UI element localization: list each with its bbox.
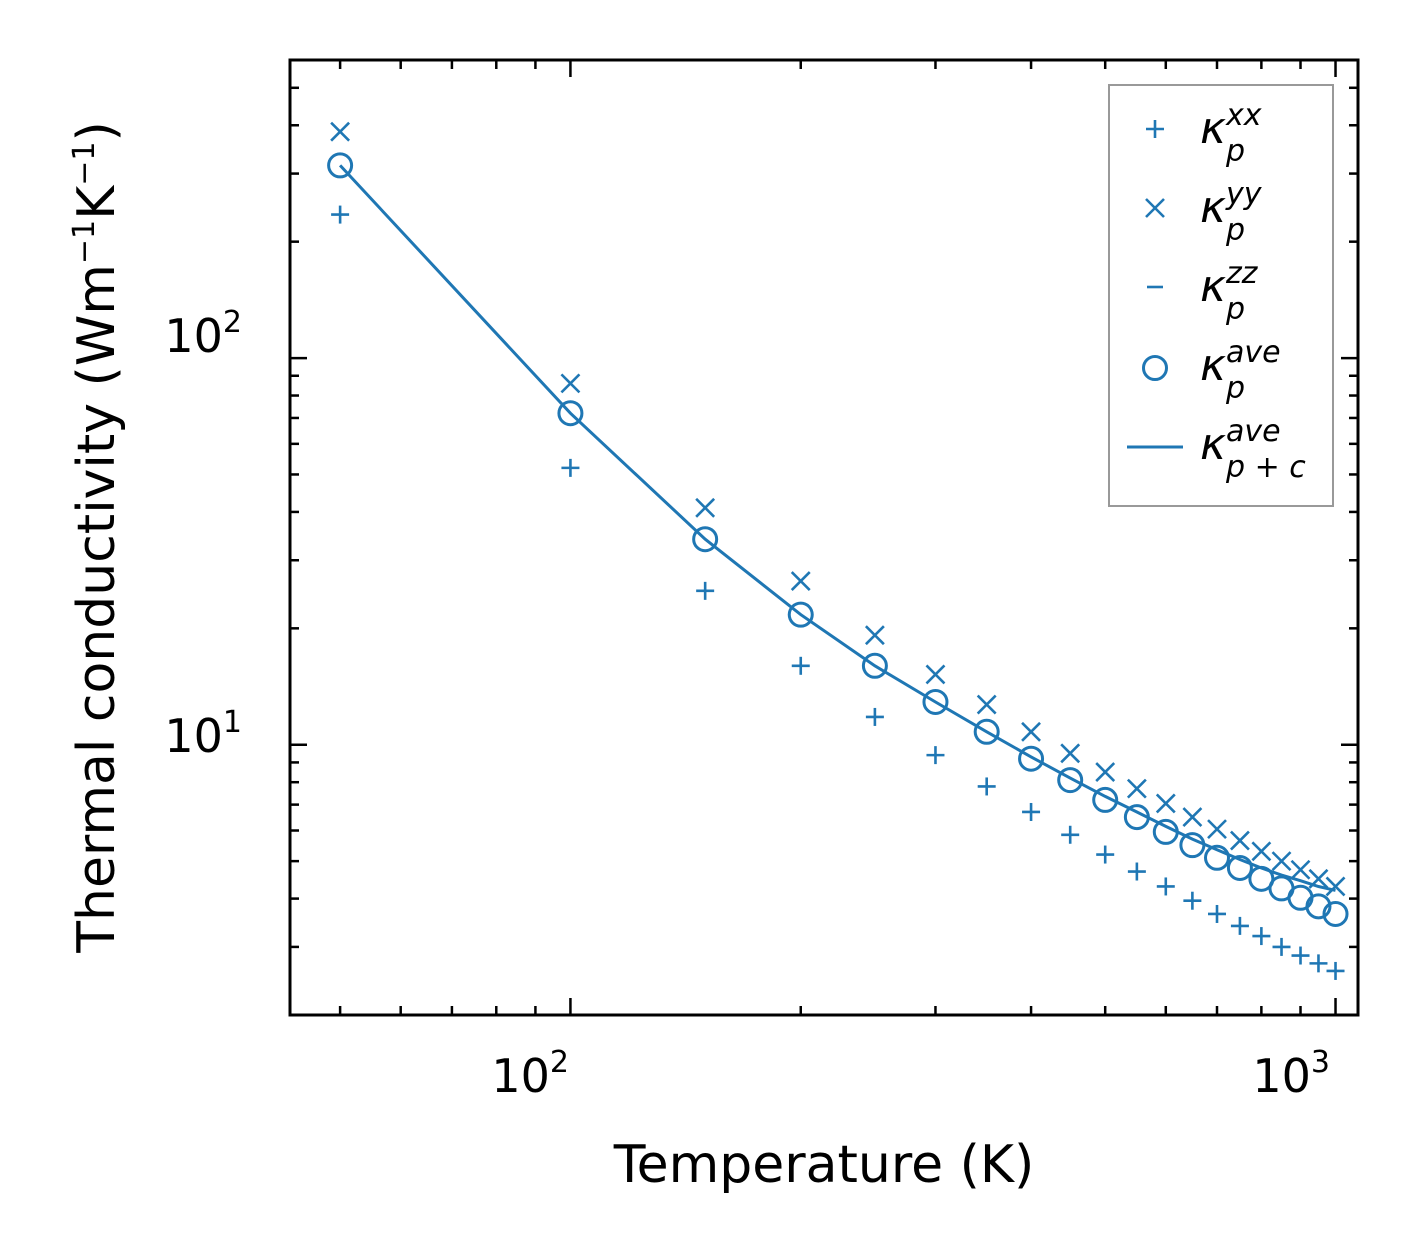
x-tick-label-1000: 103 <box>1252 1045 1330 1103</box>
point-xx-850 <box>1272 937 1291 956</box>
point-xx-550 <box>1127 862 1146 881</box>
point-yy-600 <box>1155 793 1176 814</box>
legend-marker-yy <box>1145 198 1165 218</box>
point-yy-900 <box>1290 859 1311 880</box>
point-ave-100 <box>557 400 584 427</box>
series-ave <box>327 152 1349 927</box>
point-yy-550 <box>1126 778 1147 799</box>
point-xx-950 <box>1309 954 1328 973</box>
series-line-ave_pc <box>339 164 1336 892</box>
point-yy-850 <box>1271 851 1292 872</box>
legend-marker-ave <box>1142 355 1168 381</box>
point-yy-300 <box>925 664 946 685</box>
point-yy-800 <box>1251 841 1272 862</box>
point-xx-650 <box>1183 891 1202 910</box>
point-xx-150 <box>696 581 715 600</box>
tick-labels: 102 103 101 102 <box>164 305 1330 1103</box>
x-tick-label-100: 102 <box>491 1045 569 1103</box>
legend-markers <box>1127 120 1183 449</box>
point-ave-150 <box>692 526 719 553</box>
x-axis-title: Temperature (K) <box>613 1135 1035 1195</box>
point-ave-400 <box>1018 745 1045 772</box>
legend-label-ave: κave p <box>1200 335 1281 406</box>
point-ave-350 <box>973 718 1000 745</box>
point-yy-400 <box>1021 721 1041 742</box>
point-ave-750 <box>1226 854 1253 881</box>
point-ave-200 <box>787 601 814 628</box>
point-ave-450 <box>1057 767 1084 794</box>
legend-label-ave-pc: κave p + c <box>1200 414 1306 485</box>
point-yy-500 <box>1095 762 1116 782</box>
y-tick-label-10: 101 <box>164 705 242 763</box>
point-xx-600 <box>1156 877 1175 896</box>
point-xx-1000 <box>1326 961 1345 980</box>
point-xx-50 <box>331 205 350 224</box>
point-xx-100 <box>561 458 580 477</box>
point-xx-400 <box>1022 802 1041 821</box>
point-yy-50 <box>330 121 351 142</box>
legend-frame <box>1108 84 1334 507</box>
point-yy-650 <box>1182 807 1203 827</box>
point-yy-100 <box>560 373 581 394</box>
point-ave-50 <box>327 152 354 179</box>
series-xx <box>331 205 1345 980</box>
point-yy-750 <box>1230 830 1250 851</box>
point-ave-300 <box>922 688 949 715</box>
point-yy-150 <box>695 497 716 518</box>
legend-label-zz: κzz p <box>1200 256 1259 327</box>
point-xx-800 <box>1252 927 1271 946</box>
point-ave-500 <box>1092 786 1119 813</box>
legend-label-yy: κyy p <box>1200 177 1263 248</box>
point-yy-350 <box>976 694 997 715</box>
point-ave-1000 <box>1322 900 1349 927</box>
point-xx-350 <box>977 777 996 796</box>
point-xx-500 <box>1096 845 1115 864</box>
y-tick-label-100: 102 <box>164 305 242 363</box>
point-xx-300 <box>926 746 945 765</box>
point-xx-250 <box>865 707 884 726</box>
point-yy-200 <box>790 571 811 591</box>
data-marks <box>327 121 1349 980</box>
y-axis-title: Thermal conductivity (Wm−1K−1) <box>67 121 127 954</box>
point-yy-250 <box>864 625 885 646</box>
plot-frame <box>288 58 1360 1017</box>
point-xx-750 <box>1230 916 1249 935</box>
point-xx-700 <box>1208 904 1227 923</box>
point-xx-200 <box>791 656 810 675</box>
point-ave-700 <box>1204 844 1231 871</box>
point-yy-450 <box>1060 743 1081 764</box>
point-yy-1000 <box>1325 876 1346 897</box>
point-yy-700 <box>1207 819 1227 840</box>
series-yy <box>330 121 1346 897</box>
legend: κxx p κyy p κzz p κave p κave p + c <box>1108 84 1334 507</box>
legend-marker-xx <box>1146 120 1164 138</box>
point-xx-450 <box>1061 825 1080 844</box>
point-ave-250 <box>861 652 888 679</box>
point-xx-900 <box>1291 946 1310 965</box>
legend-label-xx: κxx p <box>1200 98 1262 169</box>
point-ave-950 <box>1305 893 1332 920</box>
